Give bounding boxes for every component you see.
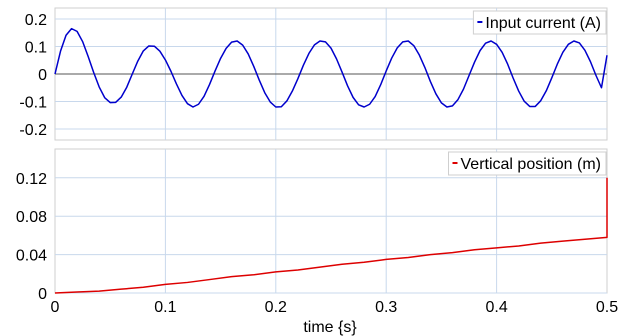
y-tick-label: 0.2 <box>25 12 47 29</box>
y-tick-label: 0.08 <box>16 209 47 226</box>
y-tick-label: 0.1 <box>25 40 47 57</box>
series-line <box>54 27 608 108</box>
legend-box <box>472 10 607 35</box>
x-tick-label: 0 <box>51 299 60 316</box>
y-tick-label: -0.2 <box>19 122 47 139</box>
x-tick-label: 0.2 <box>265 299 287 316</box>
legend-box <box>448 151 607 176</box>
x-tick-label: 0.1 <box>154 299 176 316</box>
top-panel: 0.2 0.1 0 -0.1 -0.2 Input current (A) <box>19 7 608 141</box>
y-tick-label: 0.12 <box>16 171 47 188</box>
x-tick-label: 0.3 <box>375 299 397 316</box>
x-tick-label: 0.4 <box>485 299 507 316</box>
y-tick-label: -0.1 <box>19 95 47 112</box>
x-axis-label: time {s} <box>303 319 357 336</box>
x-tick-label: 0.5 <box>596 299 618 316</box>
y-tick-label: 0 <box>38 67 47 84</box>
bottom-panel: 0.12 0.08 0.04 00 0.1 0.2 0.3 0.4 0.5 Vertical po… <box>16 148 618 316</box>
legend-label: Input current (A) <box>485 15 601 32</box>
y-tick-label: 0 <box>38 286 47 303</box>
y-tick-label: 0.04 <box>16 248 47 265</box>
series-line <box>54 177 608 294</box>
legend-label: Vertical position (m) <box>461 156 602 173</box>
